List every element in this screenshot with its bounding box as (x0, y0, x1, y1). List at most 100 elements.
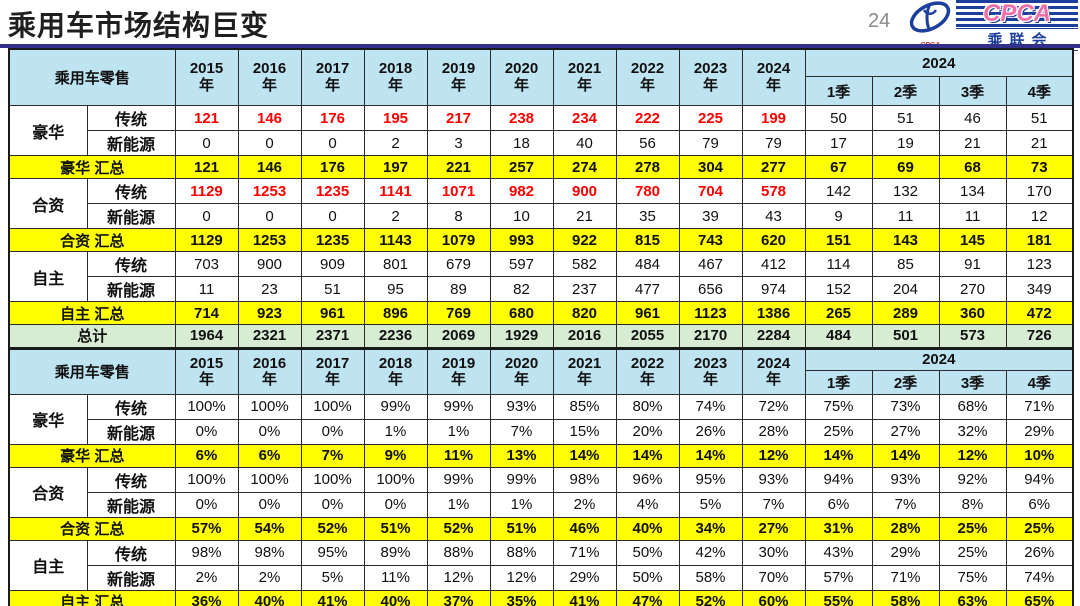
year-column-header: 2016 年 (237, 348, 302, 395)
quarter-column-header: 4季 (1005, 369, 1074, 395)
value-cell: 88% (426, 539, 491, 566)
group-label: 合资 (8, 178, 88, 229)
value-cell: 25% (804, 418, 873, 445)
value-cell: 360 (938, 301, 1007, 325)
value-cell: 99% (489, 466, 554, 493)
row-label: 传统 (86, 105, 176, 131)
value-cell: 900 (552, 178, 617, 204)
value-cell: 472 (1005, 301, 1074, 325)
value-cell: 28% (741, 418, 806, 445)
value-cell: 501 (871, 324, 940, 348)
value-cell: 679 (426, 251, 491, 277)
value-cell: 73% (871, 393, 940, 420)
value-cell: 274 (552, 155, 617, 179)
value-cell: 23 (237, 276, 302, 302)
value-cell: 597 (489, 251, 554, 277)
year-column-header: 2021 年 (552, 348, 617, 395)
row-label: 传统 (86, 251, 176, 277)
value-cell: 100% (237, 466, 302, 493)
value-cell: 289 (871, 301, 940, 325)
value-cell: 1129 (174, 228, 239, 252)
table-row: 新能源 0% 0% 0% 0% 1% 1% 2% 4% 5% 7% 6% 7% 8% 6% (9, 491, 1074, 518)
value-cell: 93% (741, 466, 806, 493)
value-cell: 714 (174, 301, 239, 325)
value-cell: 13% (489, 443, 554, 468)
value-cell: 145 (938, 228, 1007, 252)
subtotal-label: 合资 汇总 (8, 516, 176, 541)
value-cell: 35% (489, 589, 554, 606)
value-cell: 11% (363, 564, 428, 591)
value-cell: 8% (938, 491, 1007, 518)
year-column-header: 2020 年 (489, 48, 554, 106)
value-cell: 484 (615, 251, 680, 277)
table-row: 自主 汇总 36% 40% 41% 40% 37% 35% 41% 47% 52% 60% 55% 58… (8, 589, 1074, 606)
row-label: 新能源 (86, 564, 176, 591)
value-cell: 0% (237, 418, 302, 445)
value-cell: 2016 (552, 324, 617, 348)
value-cell: 4% (615, 491, 680, 518)
row-label: 传统 (86, 539, 176, 566)
quarter-column-header: 2季 (871, 76, 940, 106)
value-cell: 58% (678, 564, 743, 591)
value-cell: 656 (678, 276, 743, 302)
table-row: 合资 汇总 57% 54% 52% 51% 52% 51% 46% 40% 34% 27% 31% 28… (8, 516, 1074, 541)
year-column-header: 2018 年 (363, 48, 428, 106)
value-cell: 51 (1005, 105, 1074, 131)
value-cell: 10 (489, 203, 554, 229)
value-cell: 982 (489, 178, 554, 204)
value-cell: 100% (300, 393, 365, 420)
value-cell: 0 (237, 203, 302, 229)
value-cell: 195 (363, 105, 428, 131)
value-cell: 41% (300, 589, 365, 606)
value-cell: 57% (174, 516, 239, 541)
value-cell: 2 (363, 130, 428, 156)
value-cell: 170 (1005, 178, 1074, 204)
value-cell: 221 (426, 155, 491, 179)
row-label: 传统 (86, 178, 176, 204)
value-cell: 18 (489, 130, 554, 156)
value-cell: 39 (678, 203, 743, 229)
value-cell: 99% (426, 466, 491, 493)
value-cell: 204 (871, 276, 940, 302)
year-column-header: 2019 年 (426, 348, 491, 395)
value-cell: 142 (804, 178, 873, 204)
value-cell: 60% (741, 589, 806, 606)
value-cell: 7% (300, 443, 365, 468)
value-cell: 26% (678, 418, 743, 445)
value-cell: 582 (552, 251, 617, 277)
value-cell: 74% (678, 393, 743, 420)
quarter-group-header: 2024 (804, 48, 1074, 77)
value-cell: 34% (678, 516, 743, 541)
value-cell: 922 (552, 228, 617, 252)
value-cell: 75% (938, 564, 1007, 591)
value-cell: 95% (300, 539, 365, 566)
value-cell: 815 (615, 228, 680, 252)
value-cell: 199 (741, 105, 806, 131)
value-cell: 1129 (174, 178, 239, 204)
value-cell: 1143 (363, 228, 428, 252)
value-cell: 40% (363, 589, 428, 606)
value-cell: 68 (938, 155, 1007, 179)
value-cell: 6% (1005, 491, 1074, 518)
value-cell: 5% (678, 491, 743, 518)
value-cell: 67 (804, 155, 873, 179)
value-cell: 72% (741, 393, 806, 420)
value-cell: 151 (804, 228, 873, 252)
value-cell: 30% (741, 539, 806, 566)
value-cell: 0 (174, 130, 239, 156)
table-row: 豪华 传统 100% 100% 100% 99% 99% 93% 85% 80% 74% 72% 75%… (8, 393, 1074, 445)
value-cell: 820 (552, 301, 617, 325)
value-cell: 896 (363, 301, 428, 325)
table-row: 新能源 11 23 51 95 89 82 237 477 656 974 152 204 270 349 (9, 276, 1074, 302)
value-cell: 28% (871, 516, 940, 541)
value-cell: 19 (871, 130, 940, 156)
year-column-header: 2021 年 (552, 48, 617, 106)
value-cell: 12% (426, 564, 491, 591)
value-cell: 961 (615, 301, 680, 325)
value-cell: 257 (489, 155, 554, 179)
value-cell: 100% (174, 393, 239, 420)
value-cell: 55% (804, 589, 873, 606)
value-cell: 2236 (363, 324, 428, 348)
quarter-column-header: 4季 (1005, 76, 1074, 106)
value-cell: 71% (871, 564, 940, 591)
